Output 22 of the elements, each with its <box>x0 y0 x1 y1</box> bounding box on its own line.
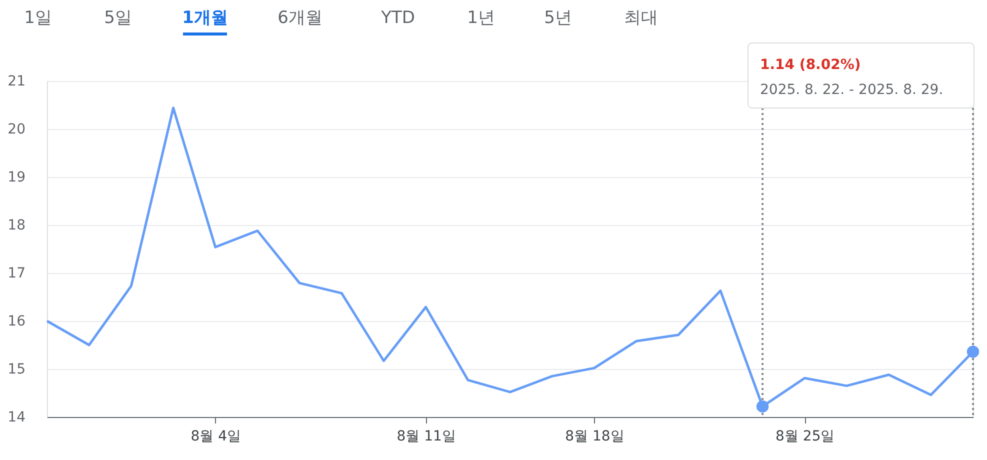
x-tick-label: 8월 25일 <box>776 428 835 444</box>
text: 1개월 <box>182 8 228 28</box>
annotation: 2025. 8. 22. - 2025. 8. 29. <box>760 82 944 98</box>
x-tick-label: 8월 18일 <box>565 428 624 444</box>
text: 1년 <box>467 8 495 28</box>
text: 최대 <box>624 8 658 28</box>
y-tick-label: 19 <box>8 170 26 186</box>
text: 5일 <box>104 8 132 28</box>
y-tick-label: 17 <box>8 266 26 282</box>
text: 6개월 <box>278 8 322 28</box>
text: 1.14 (8.02%) <box>760 57 861 73</box>
text: YTD <box>380 8 415 28</box>
text: 1일 <box>24 8 52 28</box>
y-tick-label: 21 <box>8 74 26 90</box>
x-tick-label: 8월 11일 <box>396 428 456 444</box>
y-tick-label: 16 <box>8 314 26 330</box>
y-tick-label: 18 <box>8 218 26 234</box>
y-tick-label: 15 <box>8 362 26 378</box>
text: 5년 <box>544 8 572 28</box>
y-tick-label: 20 <box>8 122 26 138</box>
x-tick-label: 8월 4일 <box>190 428 241 444</box>
y-tick-label: 14 <box>8 410 26 426</box>
